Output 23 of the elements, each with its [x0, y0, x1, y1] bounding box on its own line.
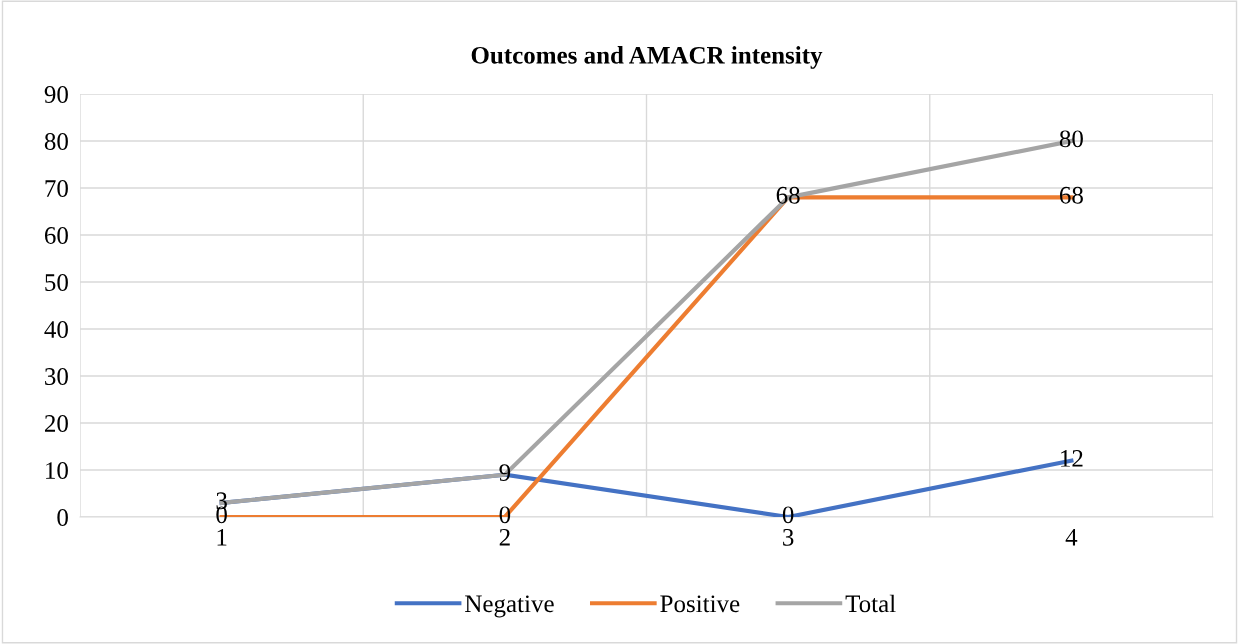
y-tick-label: 40	[44, 321, 68, 338]
x-tick-label: 1	[217, 528, 227, 546]
y-tick-label: 60	[44, 227, 68, 244]
chart-title: Outcomes and AMACR intensity	[471, 46, 823, 69]
y-tick-label: 50	[45, 274, 68, 291]
x-tick-label: 3	[783, 528, 794, 546]
y-tick-label: 0	[57, 509, 68, 526]
y-tick-label: 20	[44, 415, 68, 432]
data-label: 12	[1061, 450, 1083, 467]
y-tick-label: 80	[44, 133, 68, 150]
data-label: 9	[499, 464, 511, 481]
data-label: 68	[776, 186, 800, 204]
legend-label: Total	[845, 594, 896, 613]
y-tick-label: 10	[46, 462, 68, 479]
legend-label: Positive	[660, 595, 740, 613]
y-tick-label: 70	[45, 180, 68, 197]
x-tick-label: 4	[1065, 529, 1078, 546]
legend-label: Negative	[465, 595, 554, 618]
y-tick-label: 90	[44, 86, 68, 103]
data-label: 68	[1059, 186, 1083, 204]
data-label: 80	[1059, 130, 1083, 148]
y-tick-label: 30	[45, 368, 68, 385]
x-tick-label: 2	[499, 528, 510, 546]
